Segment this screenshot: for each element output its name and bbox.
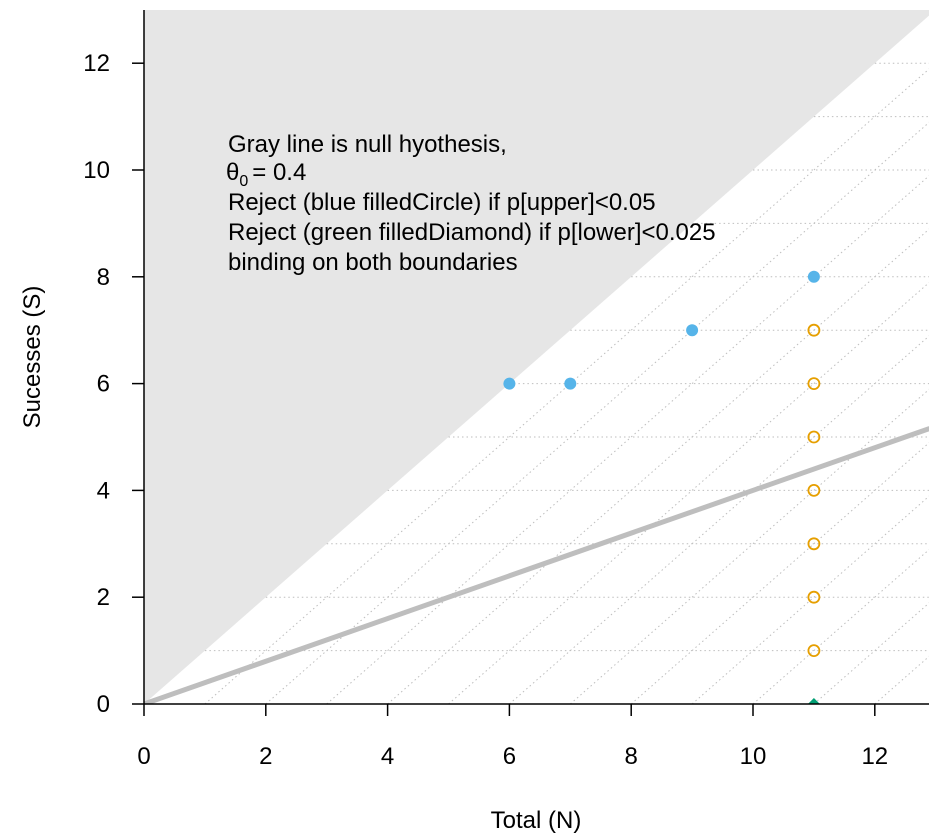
- y-tick-label: 0: [97, 691, 110, 718]
- x-tick-label: 6: [503, 743, 516, 770]
- infeasible-region: [144, 10, 929, 704]
- open-circle-point: [807, 483, 821, 497]
- null-hypothesis-line: [144, 426, 929, 704]
- annotation-line-3: Reject (blue filledCircle) if p[upper]<0…: [228, 189, 656, 216]
- y-tick-label: 12: [83, 50, 110, 77]
- y-tick-label: 4: [97, 477, 110, 504]
- y-tick-label: 6: [97, 371, 110, 398]
- open-circle-point: [807, 430, 821, 444]
- diagonal-grid-line: [874, 655, 929, 704]
- x-tick-label: 12: [861, 743, 888, 770]
- y-tick-label: 10: [83, 157, 110, 184]
- y-tick-label: 2: [97, 584, 110, 611]
- filled-circle-point: [503, 377, 516, 390]
- plot-area: [144, 10, 929, 704]
- filled-circle-point: [686, 324, 699, 337]
- theta-symbol: θ: [226, 159, 239, 186]
- theta-subscript: 0: [239, 173, 248, 190]
- open-circle-point: [807, 323, 821, 337]
- filled-circle-point: [807, 270, 820, 283]
- annotation-line-5: binding on both boundaries: [228, 249, 518, 276]
- open-circle-point: [807, 590, 821, 604]
- x-tick-label: 4: [381, 743, 394, 770]
- x-axis-ticks: 0 2 4 6 8 10 12: [137, 704, 888, 770]
- filled-diamond-point: [807, 698, 820, 704]
- x-tick-label: 2: [259, 743, 272, 770]
- annotation: Gray line is null hyothesis, θ0 = 0.4 Rej…: [226, 131, 716, 276]
- open-circle-point: [807, 537, 821, 551]
- x-tick-label: 8: [625, 743, 638, 770]
- annotation-line-4: Reject (green filledDiamond) if p[lower]…: [228, 219, 716, 246]
- x-tick-label: 10: [740, 743, 767, 770]
- theta-value: = 0.4: [252, 159, 306, 186]
- x-axis-title: Total (N): [491, 807, 582, 834]
- y-axis-ticks: 0 2 4 6 8 10 12: [83, 50, 144, 718]
- y-tick-label: 8: [97, 264, 110, 291]
- data-points: [503, 270, 821, 704]
- open-circle-point: [807, 377, 821, 391]
- x-tick-label: 0: [137, 743, 150, 770]
- annotation-line-2: θ0 = 0.4: [226, 159, 306, 190]
- filled-circle-point: [564, 377, 577, 390]
- y-axis-title: Sucesses (S): [19, 286, 46, 429]
- open-circle-point: [807, 644, 821, 657]
- annotation-line-1: Gray line is null hyothesis,: [228, 131, 507, 158]
